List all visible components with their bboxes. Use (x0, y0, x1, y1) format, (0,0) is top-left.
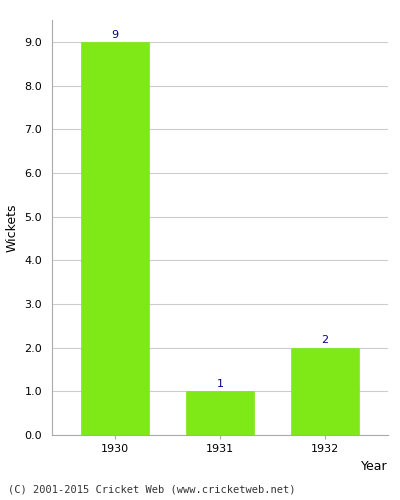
Bar (81, 42, 149, 435)
Text: 1: 1 (216, 379, 224, 389)
Text: (C) 2001-2015 Cricket Web (www.cricketweb.net): (C) 2001-2015 Cricket Web (www.cricketwe… (8, 485, 296, 495)
X-axis label: Year: Year (361, 460, 388, 472)
Bar (186, 392, 254, 435)
Bar (291, 348, 359, 435)
Text: 9: 9 (112, 30, 118, 40)
Y-axis label: Wickets: Wickets (6, 203, 19, 252)
Text: 2: 2 (322, 336, 328, 345)
